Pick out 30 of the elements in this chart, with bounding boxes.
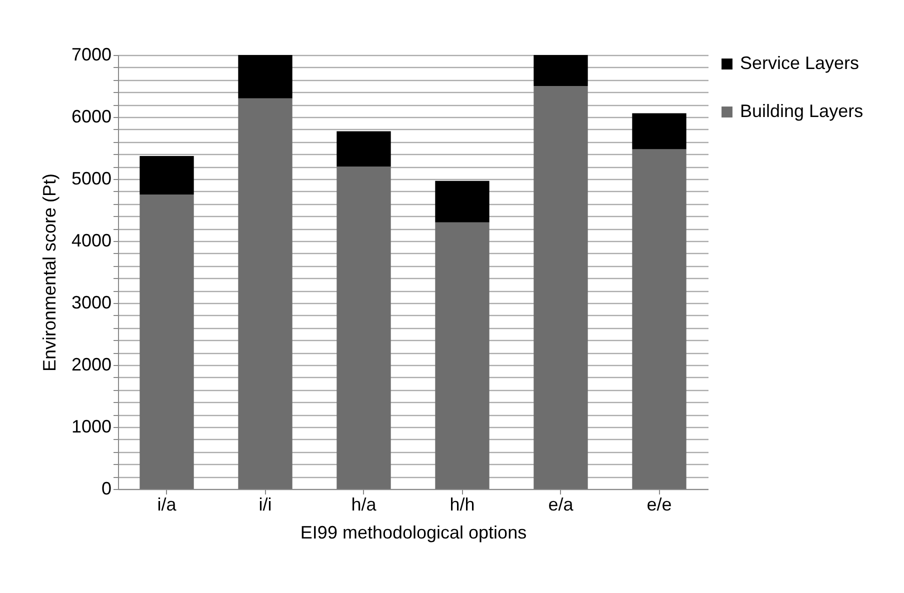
bar: [140, 156, 194, 194]
x-tick-label: e/a: [548, 494, 574, 514]
legend-label: Building Layers: [740, 101, 864, 121]
x-tick-label: i/i: [258, 494, 272, 514]
y-tick-label: 1000: [71, 416, 112, 436]
y-tick-label: 4000: [71, 230, 112, 250]
bar: [632, 149, 686, 489]
legend-label: Service Layers: [740, 53, 860, 73]
bar: [534, 55, 588, 86]
y-tick-label: 7000: [71, 44, 112, 64]
y-tick-label: 0: [101, 478, 112, 498]
y-axis-title: Environmental score (Pt): [39, 173, 60, 372]
bar: [435, 180, 490, 222]
bar: [238, 98, 292, 489]
bar: [534, 86, 588, 489]
y-tick-label: 5000: [71, 168, 112, 188]
x-tick-label: h/a: [351, 494, 378, 514]
y-tick-label: 6000: [71, 106, 112, 126]
x-axis-title: EI99 methodological options: [300, 522, 527, 542]
x-tick-label: i/a: [157, 494, 178, 514]
bar: [435, 222, 490, 489]
y-tick-label: 2000: [71, 354, 112, 374]
y-tick-label: 3000: [71, 292, 112, 312]
x-tick-label: e/e: [646, 494, 672, 514]
bar: [336, 166, 391, 489]
bar: [632, 113, 686, 150]
bar: [238, 55, 292, 98]
bar: [336, 131, 391, 167]
x-tick-label: h/h: [450, 494, 475, 514]
bar: [140, 194, 194, 489]
